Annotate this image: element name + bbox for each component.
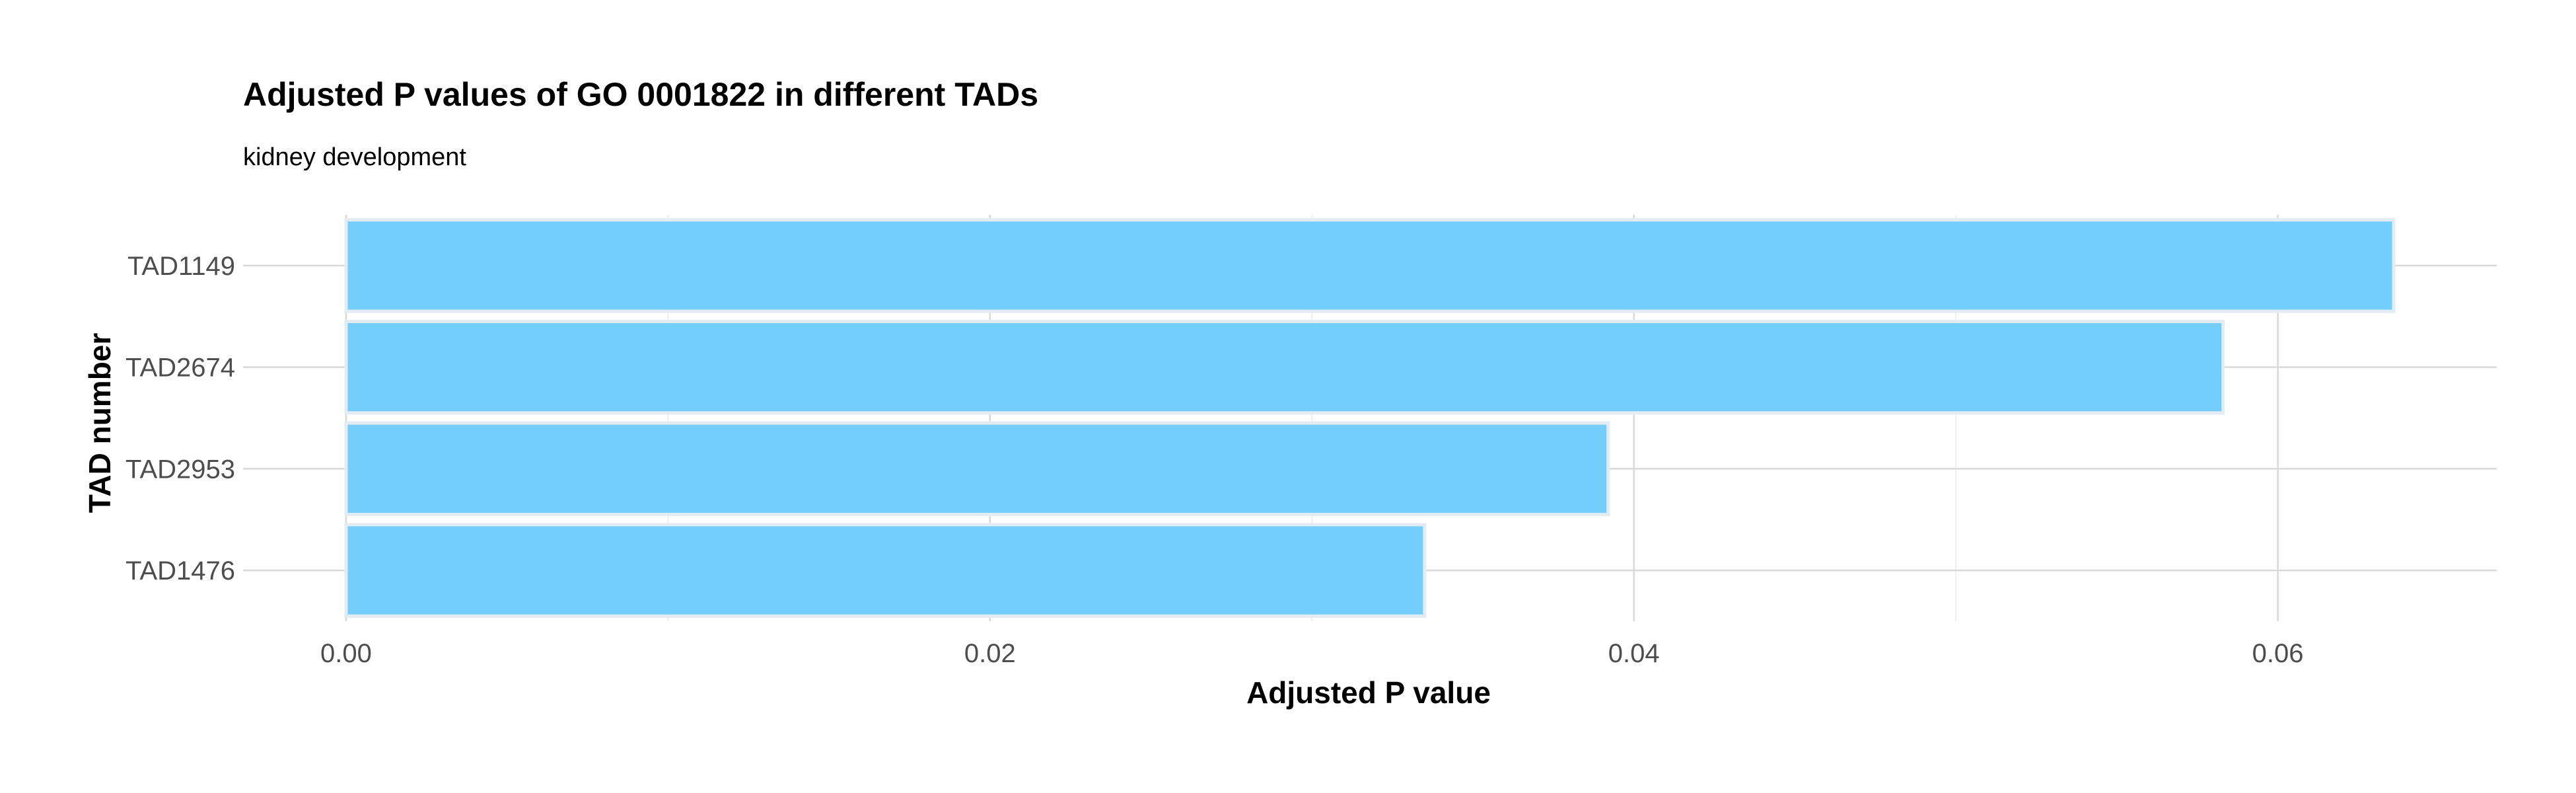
y-tick-label: TAD2674 — [125, 354, 235, 383]
x-axis-label: Adjusted P value — [1246, 675, 1491, 710]
chart-subtitle: kidney development — [243, 143, 466, 171]
bar-tad2953 — [344, 421, 1610, 517]
ticks-layer: 0.00 0.02 0.04 0.06 TAD1149 TAD2674 TAD2953 TAD… — [125, 252, 2303, 668]
bar-tad1476 — [344, 523, 1427, 618]
x-tick-label: 0.06 — [2252, 639, 2304, 668]
y-axis-label: TAD number — [83, 333, 117, 513]
chart-title: Adjusted P values of GO 0001822 in diffe… — [243, 76, 1038, 113]
bar-tad2674 — [344, 319, 2225, 415]
x-tick-label: 0.00 — [320, 639, 372, 668]
bars-layer — [344, 218, 2396, 618]
x-tick-label: 0.02 — [964, 639, 1016, 668]
bar-tad1149 — [344, 218, 2396, 313]
y-tick-label: TAD1476 — [125, 556, 235, 585]
x-tick-label: 0.04 — [1608, 639, 1660, 668]
y-tick-label: TAD2953 — [125, 455, 235, 484]
y-tick-label: TAD1149 — [127, 252, 235, 281]
